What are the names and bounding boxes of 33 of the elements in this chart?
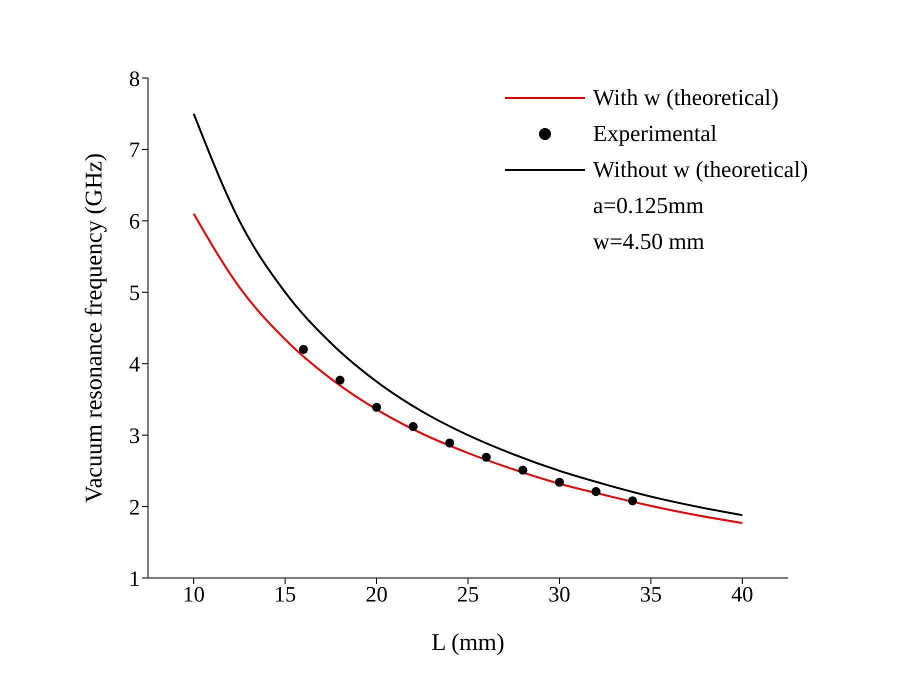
x-tick-label: 30 bbox=[548, 582, 570, 607]
y-tick-label: 8 bbox=[129, 66, 140, 91]
x-tick-label: 15 bbox=[274, 582, 296, 607]
line-series bbox=[192, 212, 744, 524]
x-axis-title: L (mm) bbox=[431, 630, 505, 656]
x-tick-label: 10 bbox=[182, 582, 205, 607]
y-tick-label: 7 bbox=[129, 137, 140, 162]
legend-label: Experimental bbox=[593, 120, 717, 148]
y-tick-label: 2 bbox=[129, 494, 140, 520]
y-tick-label: 5 bbox=[129, 280, 140, 306]
point bbox=[335, 376, 345, 385]
legend-label: Without w (theoretical) bbox=[593, 156, 808, 184]
y-axis-title: Vacuum resonance frequency (GHz) bbox=[82, 153, 108, 503]
y-tick-label: 4 bbox=[129, 352, 140, 377]
y-tick-label: 1 bbox=[129, 566, 140, 591]
y-tick-label: 3 bbox=[129, 422, 140, 448]
annotation: a=0.125mm bbox=[593, 192, 705, 220]
point bbox=[591, 487, 601, 496]
point bbox=[372, 402, 382, 412]
x-tick-label: 20 bbox=[366, 582, 388, 607]
point bbox=[298, 344, 308, 354]
y-tick-label: 6 bbox=[129, 208, 140, 234]
x-tick-label: 35 bbox=[640, 582, 662, 607]
point bbox=[628, 496, 638, 506]
point bbox=[408, 422, 418, 432]
point bbox=[518, 466, 528, 475]
x-tick-label: 25 bbox=[457, 582, 479, 607]
legend-label: With w (theoretical) bbox=[593, 84, 779, 112]
point bbox=[482, 452, 491, 462]
point bbox=[445, 438, 454, 448]
annotation: w=4.50 mm bbox=[593, 228, 706, 256]
point bbox=[554, 478, 564, 487]
x-tick-label: 40 bbox=[731, 582, 754, 607]
